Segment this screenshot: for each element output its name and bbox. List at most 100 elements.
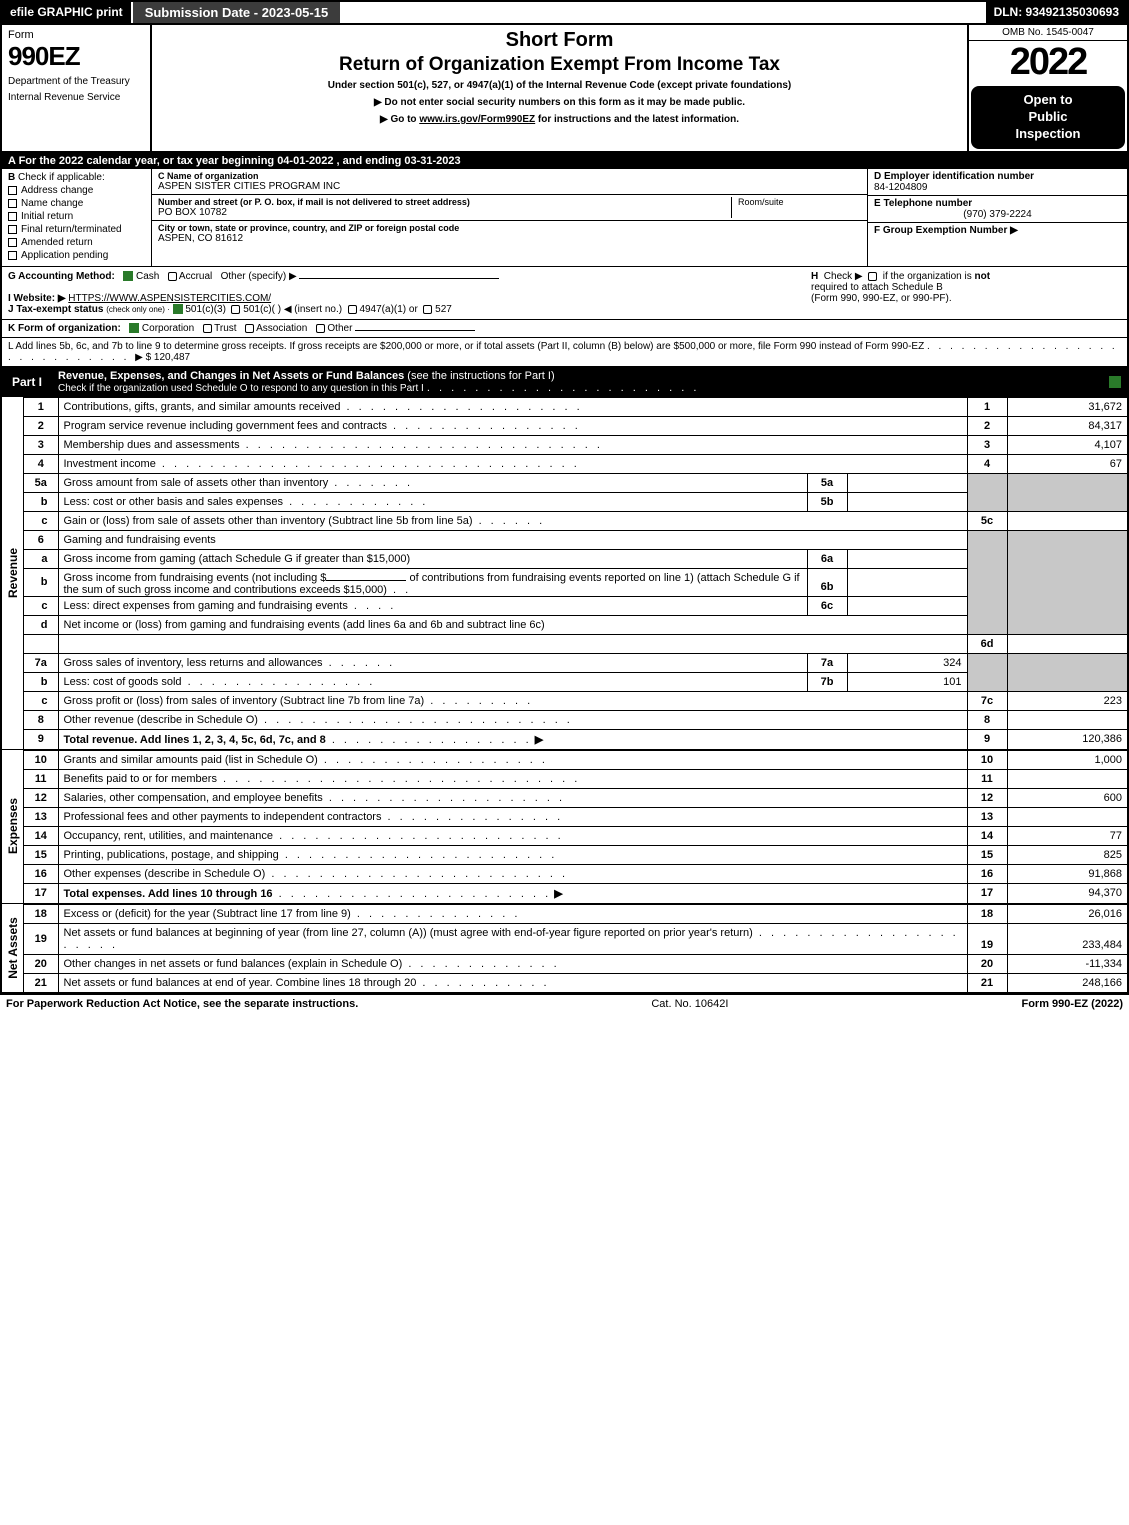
line-12: 12Salaries, other compensation, and empl… — [24, 788, 1127, 807]
l-amount: ▶ $ 120,487 — [135, 352, 190, 363]
header-left: Form 990EZ Department of the Treasury In… — [2, 25, 152, 151]
phone-value: (970) 379-2224 — [874, 209, 1121, 220]
revenue-vlabel: Revenue — [2, 397, 24, 750]
irs-link[interactable]: www.irs.gov/Form990EZ — [419, 114, 535, 125]
netassets-section: Net Assets 18Excess or (deficit) for the… — [2, 904, 1127, 993]
line-6d-box: 6d — [24, 634, 1127, 653]
h-not: not — [974, 271, 990, 282]
line-6a: aGross income from gaming (attach Schedu… — [24, 549, 1127, 568]
line-11: 11Benefits paid to or for members . . . … — [24, 769, 1127, 788]
city-label: City or town, state or province, country… — [158, 223, 861, 233]
ein-value: 84-1204809 — [874, 182, 1121, 193]
tax-year: 2022 — [969, 41, 1127, 84]
form-header: Form 990EZ Department of the Treasury In… — [2, 25, 1127, 153]
chk-cash[interactable] — [123, 271, 133, 281]
section-b: B Check if applicable: Address change Na… — [2, 169, 152, 266]
group-exemption-row: F Group Exemption Number ▶ — [868, 223, 1127, 266]
phone-row: E Telephone number (970) 379-2224 — [868, 196, 1127, 223]
part1-check-line: Check if the organization used Schedule … — [58, 383, 424, 394]
netassets-table: 18Excess or (deficit) for the year (Subt… — [24, 904, 1127, 993]
chk-schedule-b[interactable] — [868, 272, 877, 281]
chk-address-change[interactable]: Address change — [8, 185, 145, 196]
other-specify-input[interactable] — [299, 278, 499, 279]
line-21: 21Net assets or fund balances at end of … — [24, 973, 1127, 992]
efile-print-button[interactable]: efile GRAPHIC print — [2, 2, 131, 23]
line-19: 19Net assets or fund balances at beginni… — [24, 923, 1127, 954]
group-label: F Group Exemption Number ▶ — [874, 225, 1121, 236]
revenue-table: 1Contributions, gifts, grants, and simil… — [24, 397, 1127, 750]
header-right: OMB No. 1545-0047 2022 Open to Public In… — [967, 25, 1127, 151]
inspection: Inspection — [975, 126, 1121, 143]
section-d: D Employer identification number 84-1204… — [867, 169, 1127, 266]
chk-accrual[interactable] — [168, 272, 177, 281]
line-20: 20Other changes in net assets or fund ba… — [24, 954, 1127, 973]
line-18: 18Excess or (deficit) for the year (Subt… — [24, 904, 1127, 923]
h-required: required to attach Schedule B — [811, 282, 943, 293]
short-form-title: Short Form — [158, 29, 961, 52]
form-number: 990EZ — [8, 41, 144, 72]
h-form990: (Form 990, 990-EZ, or 990-PF). — [811, 293, 952, 304]
line-6d: dNet income or (loss) from gaming and fu… — [24, 615, 1127, 634]
public: Public — [975, 109, 1121, 126]
netassets-vlabel: Net Assets — [2, 904, 24, 993]
line-5c: cGain or (loss) from sale of assets othe… — [24, 511, 1127, 530]
open-public-badge: Open to Public Inspection — [971, 86, 1125, 149]
chk-4947[interactable] — [348, 305, 357, 314]
line-9: 9Total revenue. Add lines 1, 2, 3, 4, 5c… — [24, 729, 1127, 749]
chk-name-change[interactable]: Name change — [8, 198, 145, 209]
form-label: Form — [8, 29, 144, 41]
section-l: L Add lines 5b, 6c, and 7b to line 9 to … — [2, 338, 1127, 367]
city-value: ASPEN, CO 81612 — [158, 233, 861, 244]
line-13: 13Professional fees and other payments t… — [24, 807, 1127, 826]
org-name-row: C Name of organization ASPEN SISTER CITI… — [152, 169, 867, 195]
h-label: H — [811, 271, 818, 282]
chk-application-pending[interactable]: Application pending — [8, 250, 145, 261]
line-17: 17Total expenses. Add lines 10 through 1… — [24, 883, 1127, 903]
revenue-section: Revenue 1Contributions, gifts, grants, a… — [2, 397, 1127, 750]
section-a: A For the 2022 calendar year, or tax yea… — [2, 153, 1127, 169]
chk-501c3[interactable] — [173, 304, 183, 314]
part1-sub: (see the instructions for Part I) — [407, 370, 554, 382]
h-check-text: Check ▶ — [824, 271, 863, 282]
footer-cat: Cat. No. 10642I — [651, 998, 728, 1010]
chk-initial-return[interactable]: Initial return — [8, 211, 145, 222]
chk-schedule-o[interactable] — [1109, 376, 1121, 388]
line-5b: bLess: cost or other basis and sales exp… — [24, 492, 1127, 511]
submission-date: Submission Date - 2023-05-15 — [131, 2, 341, 23]
g-label: G Accounting Method: — [8, 271, 115, 282]
j-label: J Tax-exempt status — [8, 304, 103, 315]
website-link[interactable]: HTTPS://WWW.ASPENSISTERCITIES.COM/ — [68, 293, 271, 304]
chk-527[interactable] — [423, 305, 432, 314]
ein-label: D Employer identification number — [874, 171, 1121, 182]
instr-ssn: ▶ Do not enter social security numbers o… — [158, 97, 961, 108]
chk-501c[interactable] — [231, 305, 240, 314]
chk-amended-return[interactable]: Amended return — [8, 237, 145, 248]
line-3: 3Membership dues and assessments . . . .… — [24, 435, 1127, 454]
instr-pre: ▶ Go to — [380, 114, 419, 125]
footer-right: Form 990-EZ (2022) — [1021, 998, 1123, 1010]
chk-trust[interactable] — [203, 324, 212, 333]
row-g-h: G Accounting Method: Cash Accrual Other … — [2, 267, 1127, 320]
chk-final-return[interactable]: Final return/terminated — [8, 224, 145, 235]
b-text: Check if applicable: — [18, 172, 105, 183]
chk-other-org[interactable] — [316, 324, 325, 333]
instr-link: ▶ Go to www.irs.gov/Form990EZ for instru… — [158, 114, 961, 125]
chk-association[interactable] — [245, 324, 254, 333]
line-14: 14Occupancy, rent, utilities, and mainte… — [24, 826, 1127, 845]
line-7a: 7aGross sales of inventory, less returns… — [24, 653, 1127, 672]
section-g: G Accounting Method: Cash Accrual Other … — [8, 271, 801, 315]
info-block: B Check if applicable: Address change Na… — [2, 169, 1127, 267]
open-to: Open to — [975, 92, 1121, 109]
line-6b: bGross income from fundraising events (n… — [24, 568, 1127, 596]
line-6: 6Gaming and fundraising events — [24, 530, 1127, 549]
section-h: H Check ▶ if the organization is not req… — [801, 271, 1121, 315]
chk-corporation[interactable] — [129, 323, 139, 333]
other-org-input[interactable] — [355, 330, 475, 331]
form-container: efile GRAPHIC print Submission Date - 20… — [0, 0, 1129, 995]
omb-number: OMB No. 1545-0047 — [969, 25, 1127, 41]
expenses-section: Expenses 10Grants and similar amounts pa… — [2, 750, 1127, 904]
line-6c: cLess: direct expenses from gaming and f… — [24, 596, 1127, 615]
line-5a: 5aGross amount from sale of assets other… — [24, 473, 1127, 492]
phone-label: E Telephone number — [874, 198, 1121, 209]
dept-irs: Internal Revenue Service — [8, 92, 144, 104]
